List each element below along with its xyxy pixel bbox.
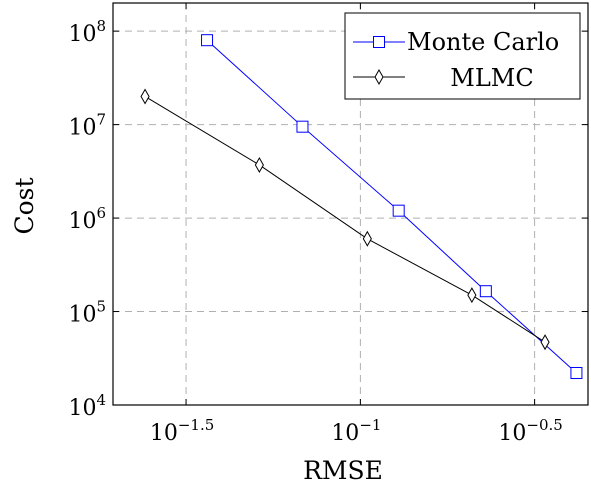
legend-label-monte-carlo: Monte Carlo — [407, 28, 559, 56]
y-tick-label: 105 — [68, 298, 106, 328]
data-point-monte-carlo — [392, 204, 405, 217]
ticks — [113, 3, 588, 406]
legend-entry-monte-carlo: Monte Carlo — [353, 28, 559, 56]
data-point-monte-carlo — [570, 366, 583, 379]
tick-labels: 10−1.5 10−1 10−0.5 104 105 106 107 108 — [68, 17, 562, 446]
legend-entry-mlmc: MLMC — [353, 64, 534, 92]
data-point-mlmc — [140, 88, 150, 105]
data-point-mlmc — [540, 334, 550, 351]
series-layer — [140, 34, 583, 379]
y-tick-label: 107 — [68, 111, 106, 141]
y-tick-label: 108 — [68, 17, 106, 47]
data-point-monte-carlo — [201, 34, 214, 47]
y-tick-label: 106 — [68, 204, 106, 234]
legend-box — [344, 12, 581, 100]
x-tick-label: 10−1.5 — [150, 416, 214, 446]
x-tick-label: 10−0.5 — [498, 416, 562, 446]
y-tick-label: 104 — [68, 391, 106, 421]
data-point-mlmc — [362, 230, 372, 247]
data-point-mlmc — [467, 287, 477, 304]
legend-marker-monte-carlo — [373, 36, 385, 48]
data-point-mlmc — [254, 156, 264, 173]
plot-frame — [112, 2, 589, 406]
legend: Monte Carlo MLMC — [344, 12, 581, 100]
x-axis-label: RMSE — [303, 456, 383, 485]
series-line-mlmc — [144, 96, 546, 343]
legend-marker-mlmc — [374, 68, 384, 86]
x-tick-label: 10−1 — [331, 416, 381, 446]
legend-label-mlmc: MLMC — [450, 64, 533, 92]
data-point-monte-carlo — [479, 285, 492, 298]
data-point-monte-carlo — [296, 120, 309, 133]
y-axis-label: Cost — [10, 177, 39, 234]
